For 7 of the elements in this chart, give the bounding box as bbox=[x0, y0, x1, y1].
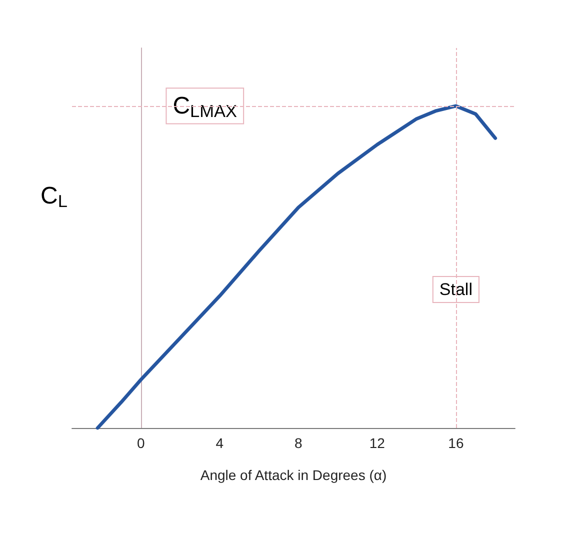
x-tick-label: 4 bbox=[216, 435, 224, 451]
ref-line-label: Stall bbox=[439, 280, 472, 300]
x-tick-label: 12 bbox=[369, 435, 386, 451]
x-tick-label: 0 bbox=[137, 435, 146, 451]
x-axis-title: Angle of Attack in Degrees (α) bbox=[200, 467, 387, 483]
x-tick-label: 8 bbox=[294, 435, 303, 451]
x-tick-label: 16 bbox=[448, 435, 464, 451]
